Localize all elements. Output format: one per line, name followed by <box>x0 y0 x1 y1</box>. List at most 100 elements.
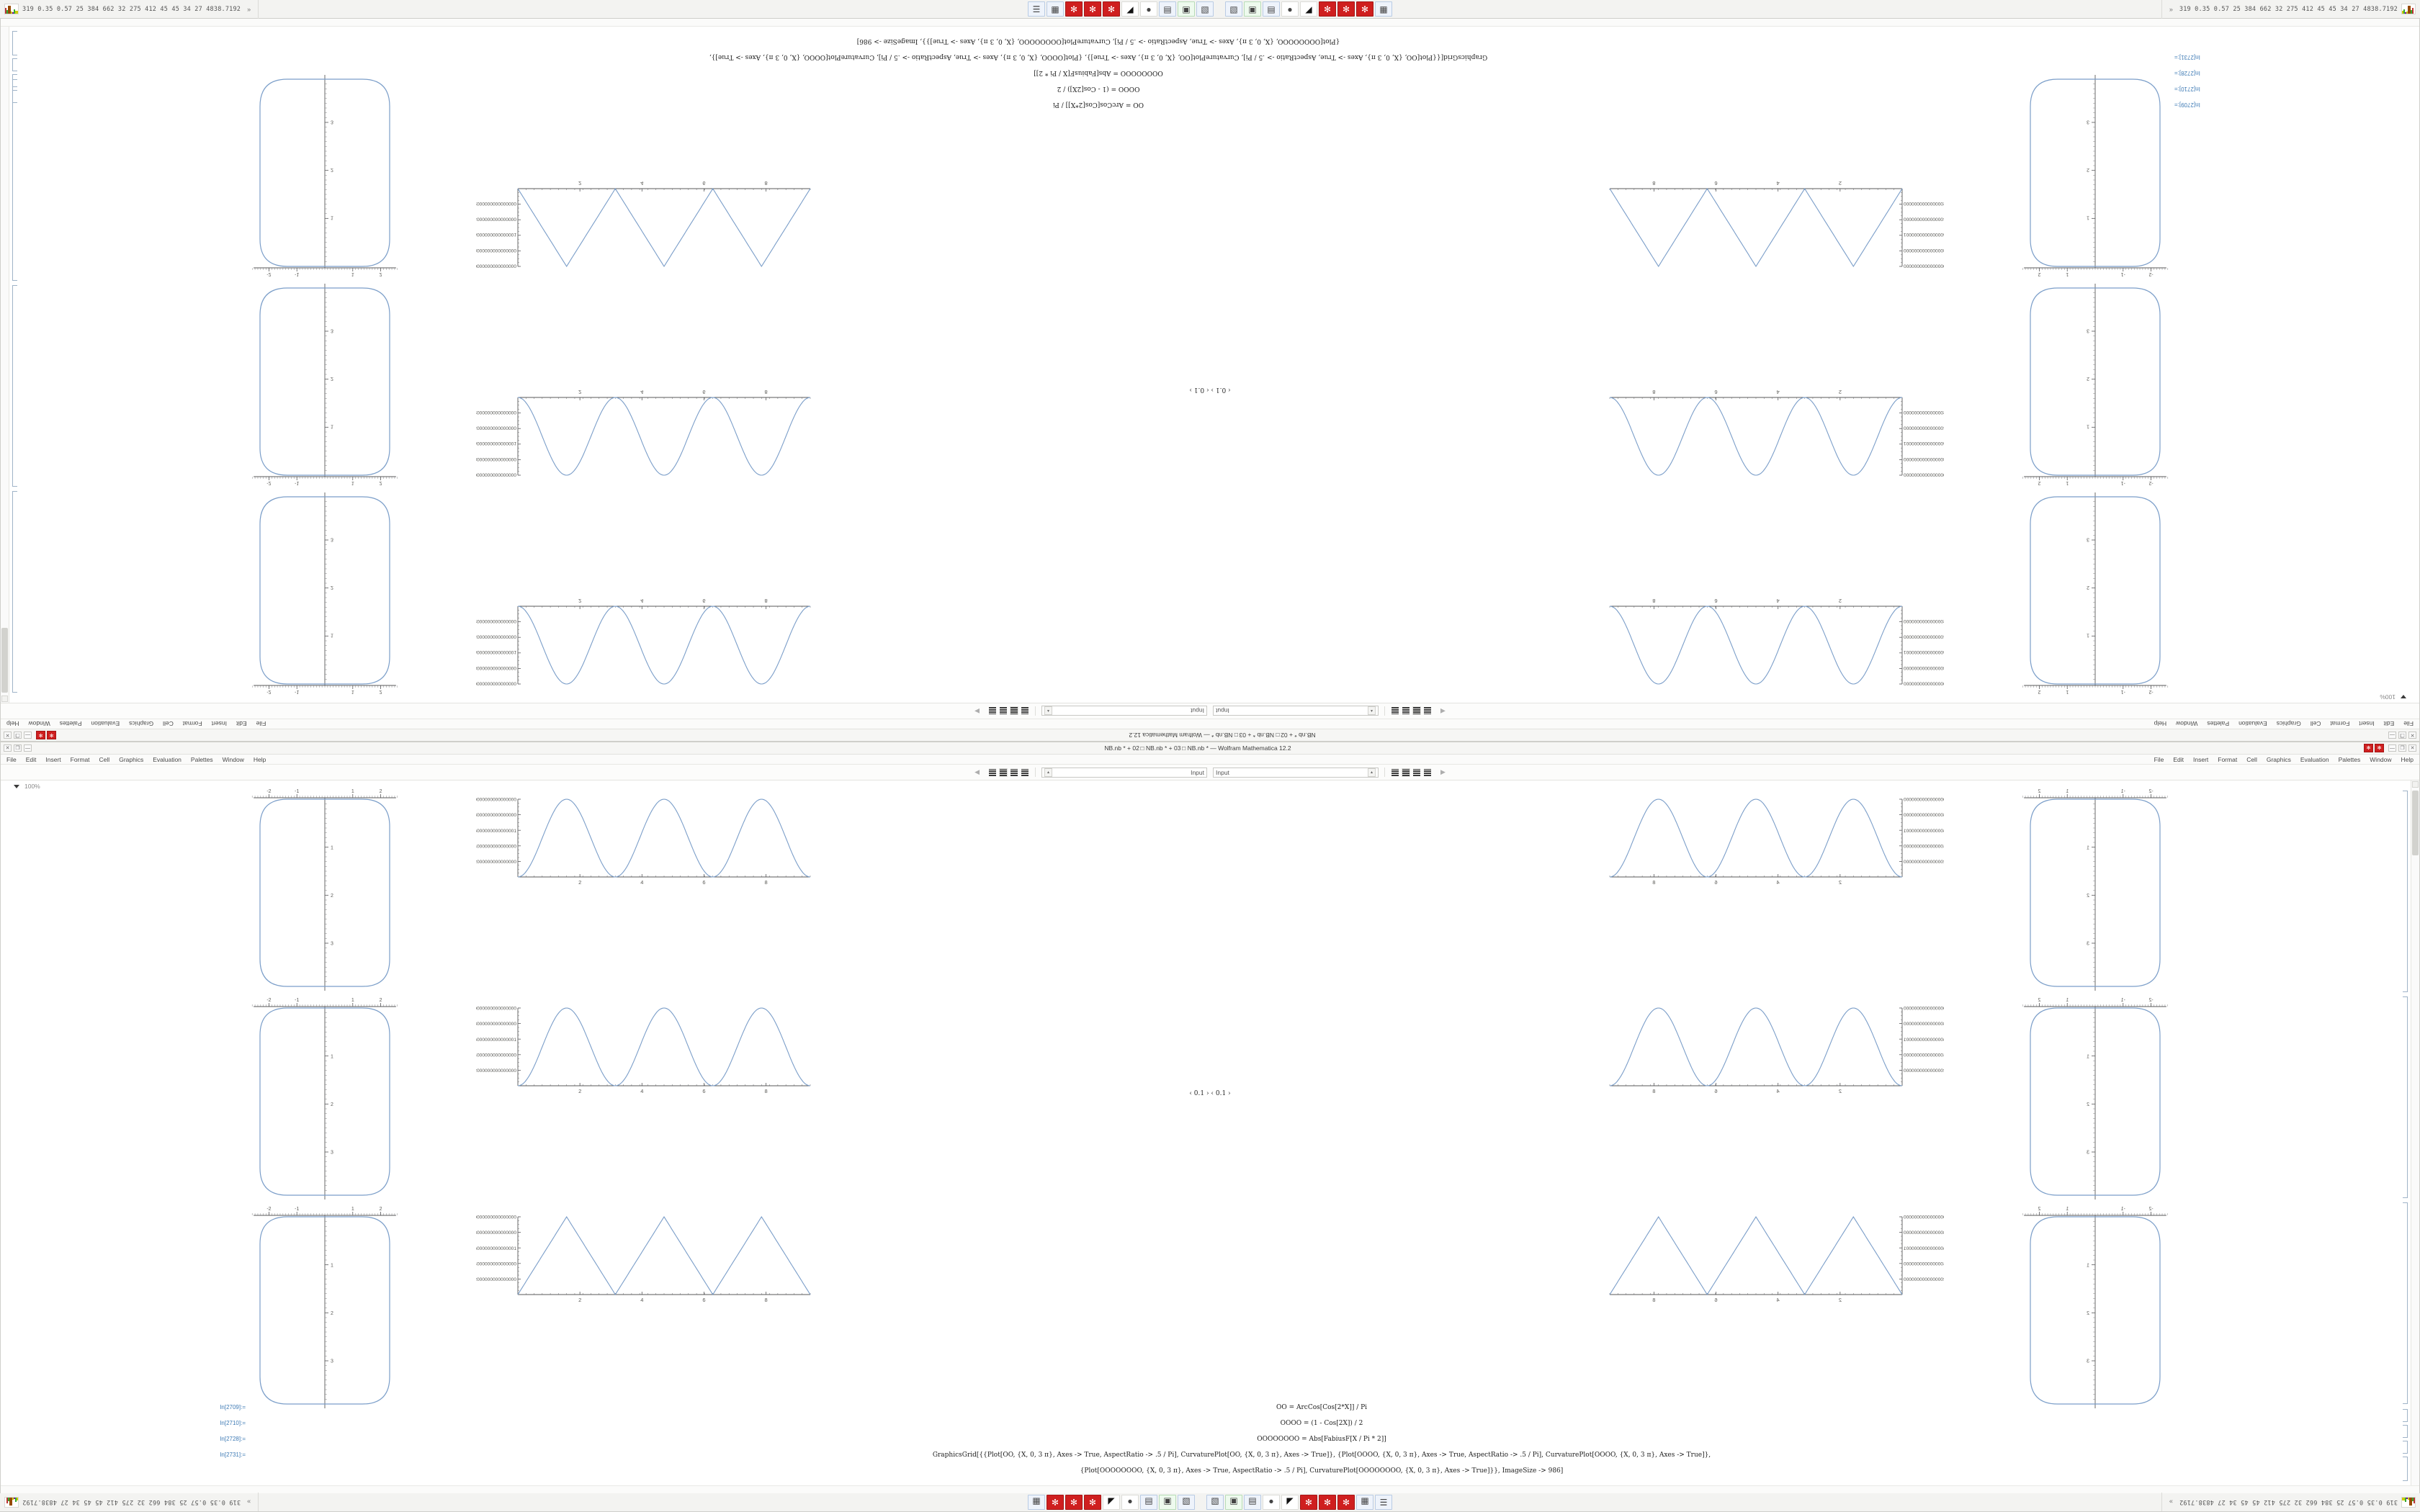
scroll-up-button[interactable] <box>2412 781 2419 788</box>
menu-file[interactable]: File <box>6 755 17 763</box>
toolbar-collapse-icon[interactable]: ◀ <box>1440 708 1446 715</box>
cell-style-select[interactable]: ▴ Input <box>1041 767 1207 778</box>
align-right-button[interactable] <box>1010 768 1018 777</box>
cell-code[interactable]: {Plot[OOOOOOOO, {X, 0, 3 π}, Axes -> Tru… <box>1080 1467 1564 1475</box>
curvature-plot[interactable]: -2 -1 1 2 1 2 3 <box>1987 65 2203 281</box>
align-group-left[interactable] <box>1391 706 1432 716</box>
wave-plot-mirror[interactable]: 2 4 6 8 0.2000000000000000 0.4000000000000000… <box>1605 1004 1944 1097</box>
task-terminal-icon[interactable]: ☰ <box>1028 1 1045 17</box>
magnification-control[interactable]: 100% <box>14 783 40 790</box>
menu-help[interactable]: Help <box>253 755 266 763</box>
notebook-cell[interactable]: In[2728]:= OOOOOOOO = Abs[FabiusF[X / Pi… <box>30 1435 2390 1444</box>
menu-edit[interactable]: Edit <box>25 755 37 763</box>
menu-palettes[interactable]: Palettes <box>59 720 82 728</box>
wave-plot[interactable]: 2 4 6 8 0.2000000000000000 0.4000000000000000… <box>1605 595 1944 688</box>
chevron-up-icon-2[interactable]: ▴ <box>1368 768 1376 777</box>
window-controls-right[interactable]: — ❐ ✕ <box>4 732 32 739</box>
menu-window[interactable]: Window <box>2370 755 2392 763</box>
task-editor-icon[interactable]: ▣ <box>1225 1495 1242 1510</box>
task-calculator-icon[interactable]: ▦ <box>1375 1 1392 17</box>
task-file-save-icon[interactable]: ▤ <box>1140 1495 1157 1510</box>
mathematica-window-bottom[interactable]: ✕ ❐ — NB.nb * + 02 □ NB.nb * + 03 □ NB.n… <box>0 742 2420 1494</box>
menu-window[interactable]: Window <box>2176 720 2198 728</box>
cell-code[interactable]: OOOOOOOO = Abs[FabiusF[X / Pi * 2]] <box>1257 1436 1386 1443</box>
window-controls-right[interactable]: — ❐ ✕ <box>2388 744 2416 752</box>
menu-palettes[interactable]: Palettes <box>2338 755 2361 763</box>
menu-format[interactable]: Format <box>182 720 202 728</box>
format-toolbar[interactable]: ◀ ▴ Input Input ▴ ▶ <box>1 765 2419 780</box>
task-mathematica-2-icon[interactable]: ✻ <box>1337 1 1355 17</box>
menu-file[interactable]: File <box>2403 720 2414 728</box>
task-list-right-b[interactable]: ▧ ▣ ▤ ● ◢ ✻ ✻ ✻ ▦ <box>1022 1495 1201 1510</box>
task-camera-icon[interactable]: ▧ <box>1206 1495 1224 1510</box>
task-editor-icon[interactable]: ▣ <box>1159 1495 1176 1510</box>
align-center-button[interactable] <box>1402 768 1410 777</box>
menu-insert[interactable]: Insert <box>2359 720 2375 728</box>
menu-cell[interactable]: Cell <box>99 755 110 763</box>
align-right-button[interactable] <box>1402 707 1410 716</box>
menu-format[interactable]: Format <box>2218 755 2238 763</box>
task-file-save-icon[interactable]: ▤ <box>1263 1 1280 17</box>
task-mathematica-2-icon[interactable]: ✻ <box>1084 1 1101 17</box>
minimize-icon-r[interactable]: — <box>24 732 32 739</box>
menu-insert[interactable]: Insert <box>45 755 61 763</box>
align-center-button[interactable] <box>1412 706 1421 716</box>
close-icon-r[interactable]: ✕ <box>2408 744 2416 752</box>
menu-edit[interactable]: Edit <box>236 720 247 728</box>
task-imagemagick-icon[interactable]: ◢ <box>1300 1 1317 17</box>
notebook-cell[interactable]: {Plot[OOOOOOOO, {X, 0, 3 π}, Axes -> Tru… <box>30 37 2390 45</box>
wave-plot[interactable]: 2 4 6 8 0.2000000000000000 0.4000000000000000… <box>1605 177 1944 271</box>
toolbar-expand-icon[interactable]: ▶ <box>1440 768 1446 775</box>
curvature-plot-mirror[interactable]: -2 -1 1 2 1 2 3 <box>217 274 433 490</box>
task-list-left-b[interactable]: ☰ ▦ ✻ ✻ ✻ ◢ ● ▤ ▣ ▧ <box>1201 1495 1398 1510</box>
menu-bar[interactable]: File Edit Insert Format Cell Graphics Evaluati… <box>1 719 2419 729</box>
align-center-button[interactable] <box>999 768 1008 777</box>
notebook-cell[interactable]: {Plot[OOOOOOOO, {X, 0, 3 π}, Axes -> Tru… <box>30 1467 2390 1475</box>
close-icon-r[interactable]: ✕ <box>4 732 12 739</box>
cell-style-select-2[interactable]: Input ▴ <box>1213 767 1379 778</box>
toolbar-expand-icon[interactable]: ▶ <box>974 708 980 715</box>
menu-edit[interactable]: Edit <box>2383 720 2395 728</box>
menu-format[interactable]: Format <box>2330 720 2350 728</box>
menu-window[interactable]: Window <box>28 720 50 728</box>
menu-bar[interactable]: File Edit Insert Format Cell Graphics Evaluati… <box>1 755 2419 765</box>
cell-bracket-group[interactable] <box>2398 780 2410 1494</box>
notebook-cell[interactable]: In[2709]:= OO = ArcCos[Cos[2*X]] / Pi <box>30 1403 2390 1412</box>
input-cells[interactable]: In[2709]:= OO = ArcCos[Cos[2*X]] / Pi In… <box>1 30 2419 109</box>
task-mathematica-1-icon[interactable]: ✻ <box>1356 1 1373 17</box>
wave-plot[interactable]: 2 4 6 8 0.2000000000000000 0.4000000000000000… <box>476 1004 815 1097</box>
curvature-plot-mirror[interactable]: -2 -1 1 2 1 2 3 <box>1987 785 2203 1001</box>
menu-help[interactable]: Help <box>2154 720 2167 728</box>
menu-evaluation[interactable]: Evaluation <box>2300 755 2329 763</box>
wave-plot-mirror[interactable]: 2 4 6 8 0.2000000000000000 0.4000000000000000… <box>476 386 815 480</box>
curvature-plot[interactable]: -2 -1 1 2 1 2 3 <box>217 785 433 1001</box>
align-justify-button[interactable] <box>1391 707 1399 716</box>
task-mathematica-2-icon[interactable]: ✻ <box>1065 1495 1083 1510</box>
task-imagemagick-icon[interactable]: ◢ <box>1121 1 1139 17</box>
menu-graphics[interactable]: Graphics <box>2276 720 2301 728</box>
menu-help[interactable]: Help <box>2401 755 2414 763</box>
cell-code[interactable]: GraphicsGrid[{{Plot[OO, {X, 0, 3 π}, Axe… <box>709 53 1488 60</box>
menu-cell[interactable]: Cell <box>163 720 174 728</box>
wave-plot[interactable]: 2 4 6 8 0.2000000000000000 0.4000000000000000… <box>476 795 815 888</box>
cell-code[interactable]: GraphicsGrid[{{Plot[OO, {X, 0, 3 π}, Axe… <box>932 1452 1711 1459</box>
menu-insert[interactable]: Insert <box>211 720 227 728</box>
input-cells[interactable]: In[2709]:= OO = ArcCos[Cos[2*X]] / Pi In… <box>1 1403 2419 1482</box>
task-mathematica-3-icon[interactable]: ✻ <box>1103 1 1120 17</box>
curvature-plot[interactable]: -2 -1 1 2 1 2 3 <box>217 994 433 1210</box>
task-file-save-icon[interactable]: ▤ <box>1244 1495 1261 1510</box>
minimize-icon-r[interactable]: — <box>2388 744 2396 752</box>
align-justify-button[interactable] <box>988 707 997 716</box>
restore-icon-r[interactable]: ❐ <box>2398 744 2406 752</box>
curvature-plot-mirror[interactable]: -2 -1 1 2 1 2 3 <box>1987 994 2203 1210</box>
menu-evaluation[interactable]: Evaluation <box>153 755 182 763</box>
taskbar-bottom[interactable]: 319 0.35 0.57 25 384 662 32 275 412 45 4… <box>0 1493 2420 1512</box>
restore-icon[interactable]: ❐ <box>14 744 22 752</box>
notebook-cell[interactable]: In[2710]:= OOOO = (1 - Cos[2X]) / 2 <box>30 84 2390 93</box>
wave-plot-mirror[interactable]: 2 4 6 8 0.2000000000000000 0.4000000000000000… <box>476 177 815 271</box>
cell-style-select-2[interactable]: Input ▴ <box>1041 706 1207 716</box>
taskbar-top[interactable]: 319 0.35 0.57 25 384 662 32 275 412 45 4… <box>0 0 2420 19</box>
task-file-save-icon[interactable]: ▤ <box>1159 1 1176 17</box>
